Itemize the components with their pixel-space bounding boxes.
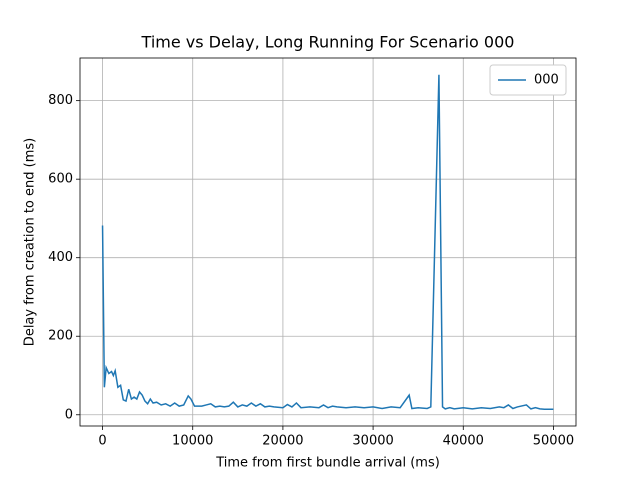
legend-label: 000 [534,73,559,88]
chart-title: Time vs Delay, Long Running For Scenario… [141,33,515,52]
data-line [101,74,554,411]
x-tick-label: 20000 [262,434,303,449]
x-tick-label: 40000 [443,434,484,449]
y-axis-label: Delay from creation to end (ms) [23,138,38,346]
x-tick-label: 10000 [172,434,213,449]
x-axis-label: Time from first bundle arrival (ms) [215,456,440,471]
y-tick-label: 400 [48,250,73,265]
x-tick-label: 30000 [352,434,393,449]
x-tick-label: 0 [98,434,106,449]
y-tick-label: 600 [48,172,73,187]
legend-box [489,64,567,96]
y-tick-label: 0 [65,407,73,422]
y-tick-label: 800 [48,93,73,108]
x-tick-label: 50000 [533,434,574,449]
y-tick-label: 200 [48,329,73,344]
plot-frame [79,57,577,427]
